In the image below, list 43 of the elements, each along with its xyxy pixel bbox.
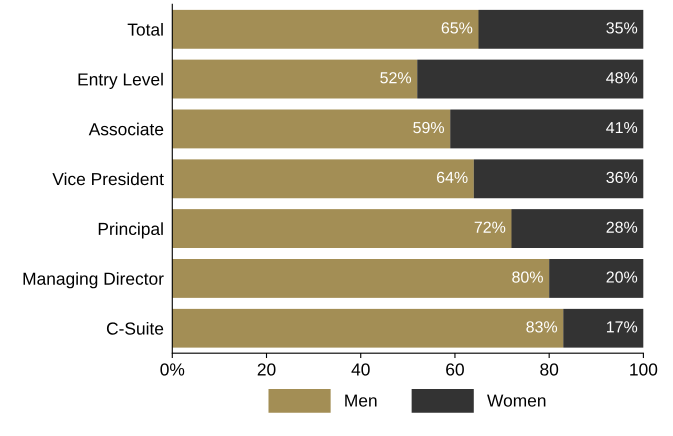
legend-label: Men	[345, 394, 376, 407]
y-tick-label: Vice President	[52, 172, 164, 186]
bar	[172, 308, 564, 348]
x-tick-label: 80	[540, 363, 558, 376]
y-tick-label: C-Suite	[106, 322, 164, 335]
data-label: 52%	[380, 72, 412, 84]
x-tick-label: 0%	[160, 363, 184, 376]
bar	[172, 209, 512, 248]
data-label: 36%	[606, 172, 638, 184]
data-label: 72%	[474, 222, 506, 233]
bar	[172, 10, 479, 49]
data-label: 20%	[606, 271, 638, 283]
x-tick-label: 40	[351, 363, 370, 376]
bar	[172, 110, 450, 148]
data-label: 48%	[606, 72, 638, 84]
legend-label: Women	[487, 394, 546, 407]
data-label: 64%	[436, 172, 468, 184]
y-tick-label: Associate	[88, 122, 164, 136]
x-tick-label: 60	[446, 363, 464, 376]
bar	[563, 308, 644, 348]
bar	[172, 258, 550, 298]
y-tick-label: Total	[128, 22, 163, 36]
data-label: 41%	[606, 122, 638, 134]
data-label: 83%	[526, 321, 558, 333]
data-label: 28%	[606, 222, 638, 233]
y-tick-label: Entry Level	[78, 72, 163, 89]
y-tick-label: Managing Director	[24, 272, 164, 288]
bar	[511, 209, 644, 248]
x-tick-label: 20	[258, 363, 276, 376]
data-label: 59%	[413, 122, 444, 134]
y-tick-label: Principal	[98, 222, 163, 238]
bar	[172, 60, 418, 99]
data-label: 17%	[606, 321, 638, 332]
bar	[474, 159, 644, 198]
data-label: 35%	[606, 22, 638, 34]
bar	[417, 60, 644, 99]
x-tick-label: 100	[630, 363, 658, 376]
bar	[172, 159, 474, 198]
data-label: 65%	[442, 22, 472, 34]
bar	[450, 110, 644, 148]
data-label: 80%	[512, 271, 543, 283]
bar	[549, 258, 644, 298]
bar	[478, 10, 644, 49]
